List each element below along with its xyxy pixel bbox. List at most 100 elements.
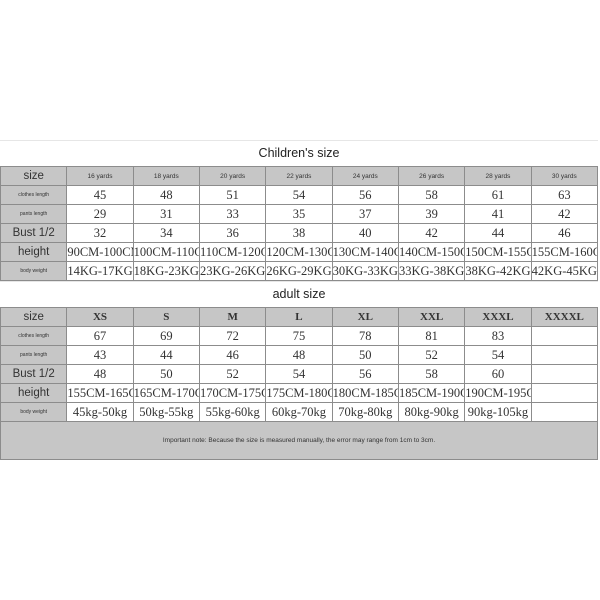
table-cell: 185CM-190CM xyxy=(397,383,466,403)
table-cell: 39 xyxy=(397,204,466,224)
table-cell: 58 xyxy=(397,185,466,205)
table-cell: 54 xyxy=(265,364,333,384)
table-cell: 165CM-170CM xyxy=(132,383,200,403)
size-header: XS xyxy=(66,307,134,327)
table-cell: 50 xyxy=(331,345,399,365)
row-label: Bust 1/2 xyxy=(0,223,68,243)
table-cell: 56 xyxy=(331,364,399,384)
row-label: height xyxy=(0,242,68,262)
table-cell: 14KG-17KG xyxy=(66,261,134,281)
table-cell: 67 xyxy=(66,326,134,346)
table-row: pants length 29 31 33 35 37 39 41 42 xyxy=(0,204,599,224)
table-cell: 41 xyxy=(464,204,532,224)
table-row: pants length 43 44 46 48 50 52 54 xyxy=(0,345,599,365)
header-row: size 16 yards 18 yards 20 yards 22 yards 24 y… xyxy=(0,166,599,186)
row-label: pants length xyxy=(0,345,68,365)
table-cell: 60 xyxy=(464,364,532,384)
table-cell: 34 xyxy=(132,223,200,243)
table-cell: 46 xyxy=(530,223,599,243)
table-cell: 54 xyxy=(265,185,333,205)
table-cell: 18KG-23KG xyxy=(132,261,200,281)
row-label: height xyxy=(0,383,68,403)
table-cell: 60kg-70kg xyxy=(265,402,333,422)
row-label: body weight xyxy=(0,261,68,281)
table-cell: 78 xyxy=(331,326,399,346)
size-header: 24 yards xyxy=(331,166,399,186)
table-cell: 70kg-80kg xyxy=(331,402,399,422)
table-cell xyxy=(530,383,599,403)
table-cell: 44 xyxy=(132,345,200,365)
table-cell: 51 xyxy=(198,185,267,205)
size-header: XXXL xyxy=(464,307,532,327)
size-header: 28 yards xyxy=(464,166,532,186)
row-label: size xyxy=(0,307,68,327)
table-cell: 50kg-55kg xyxy=(132,402,200,422)
table-cell xyxy=(530,402,599,422)
table-cell: 30KG-33KG xyxy=(331,261,399,281)
size-header: 22 yards xyxy=(265,166,333,186)
table-cell: 55kg-60kg xyxy=(198,402,267,422)
table-row: Bust 1/2 48 50 52 54 56 58 60 xyxy=(0,364,599,384)
table-cell: 180CM-185CM xyxy=(331,383,399,403)
table-cell: 190CM-195CM xyxy=(464,383,532,403)
table-cell: 63 xyxy=(530,185,599,205)
table-cell: 83 xyxy=(464,326,532,346)
table-cell: 120CM-130CM xyxy=(265,242,333,262)
table-cell: 42 xyxy=(530,204,599,224)
table-cell: 35 xyxy=(265,204,333,224)
table-cell: 36 xyxy=(198,223,267,243)
table-cell: 130CM-140CM xyxy=(331,242,399,262)
table-cell: 38 xyxy=(265,223,333,243)
table-cell: 100CM-110CM xyxy=(132,242,200,262)
row-label: body weight xyxy=(0,402,68,422)
row-label: pants length xyxy=(0,204,68,224)
size-header: L xyxy=(265,307,333,327)
table-cell: 52 xyxy=(397,345,466,365)
row-label: size xyxy=(0,166,68,186)
table-cell xyxy=(530,345,599,365)
table-cell: 155CM-165CM xyxy=(66,383,134,403)
table-cell: 90kg-105kg xyxy=(464,402,532,422)
table-cell: 170CM-175CM xyxy=(198,383,267,403)
children-size-title: Children's size xyxy=(0,140,598,166)
row-label: Bust 1/2 xyxy=(0,364,68,384)
table-cell xyxy=(530,364,599,384)
row-label: clothes length xyxy=(0,326,68,346)
table-cell: 46 xyxy=(198,345,267,365)
table-row: body weight 14KG-17KG 18KG-23KG 23KG-26KG 26… xyxy=(0,261,599,281)
size-header: XL xyxy=(331,307,399,327)
table-cell: 58 xyxy=(397,364,466,384)
table-cell: 32 xyxy=(66,223,134,243)
size-header: 16 yards xyxy=(66,166,134,186)
table-cell xyxy=(530,326,599,346)
table-row: Bust 1/2 32 34 36 38 40 42 44 46 xyxy=(0,223,599,243)
table-cell: 69 xyxy=(132,326,200,346)
table-cell: 29 xyxy=(66,204,134,224)
size-header: XXL xyxy=(397,307,466,327)
table-cell: 43 xyxy=(66,345,134,365)
table-cell: 45 xyxy=(66,185,134,205)
size-header: 18 yards xyxy=(132,166,200,186)
table-cell: 50 xyxy=(132,364,200,384)
children-size-table: size 16 yards 18 yards 20 yards 22 yards 24 y… xyxy=(0,166,599,281)
measurement-note: Important note: Because the size is meas… xyxy=(0,422,598,460)
adult-size-title: adult size xyxy=(0,281,598,307)
table-cell: 38KG-42KG xyxy=(464,261,532,281)
size-header: XXXXL xyxy=(530,307,599,327)
row-label: clothes length xyxy=(0,185,68,205)
table-cell: 33 xyxy=(198,204,267,224)
size-header: M xyxy=(198,307,267,327)
table-cell: 110CM-120CM xyxy=(198,242,267,262)
table-cell: 48 xyxy=(66,364,134,384)
table-cell: 75 xyxy=(265,326,333,346)
size-header: S xyxy=(132,307,200,327)
table-cell: 52 xyxy=(198,364,267,384)
size-chart: Children's size size 16 yards 18 yards 20 y… xyxy=(0,140,599,460)
table-cell: 42KG-45KG xyxy=(530,261,599,281)
table-cell: 33KG-38KG xyxy=(397,261,466,281)
size-header: 26 yards xyxy=(397,166,466,186)
table-cell: 72 xyxy=(198,326,267,346)
table-cell: 48 xyxy=(132,185,200,205)
table-cell: 26KG-29KG xyxy=(265,261,333,281)
